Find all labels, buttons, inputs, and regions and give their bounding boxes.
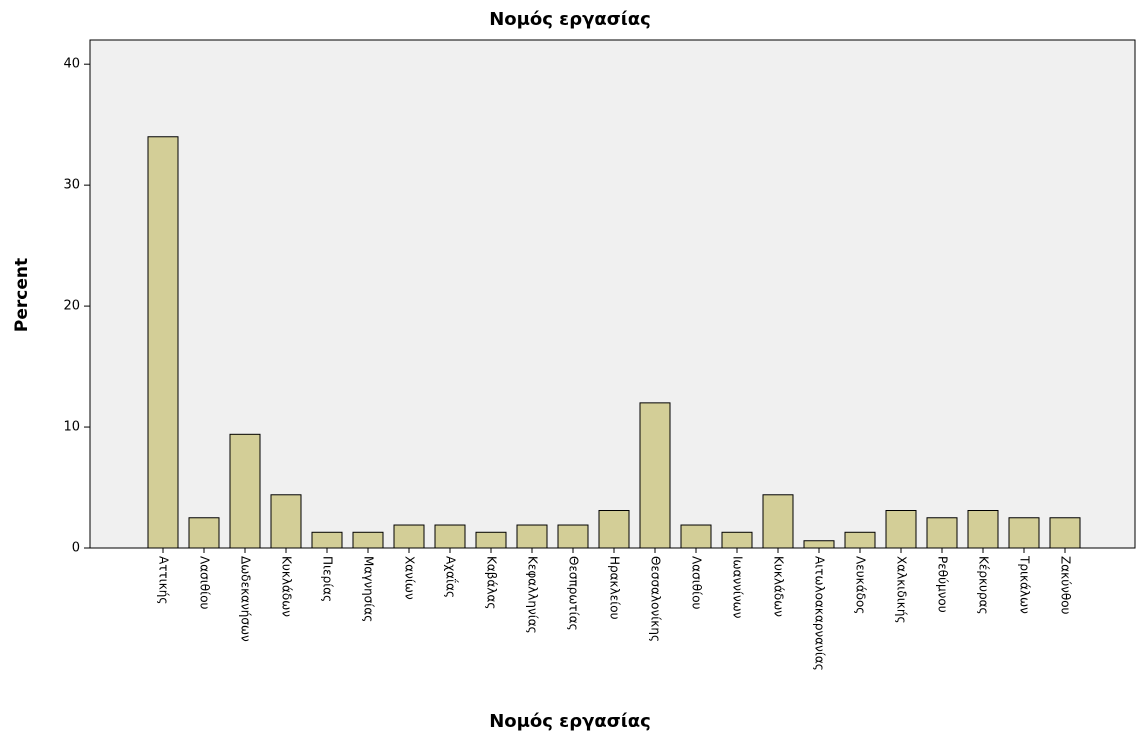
y-tick-label: 10	[63, 420, 80, 435]
bar	[762, 494, 794, 549]
bar	[516, 524, 548, 549]
x-tick-label: Αχαΐας	[444, 556, 459, 598]
bar	[270, 494, 302, 549]
y-tick-label: 40	[63, 57, 80, 72]
bar	[844, 531, 876, 549]
chart-title: Νομός εργασίας	[489, 9, 651, 30]
x-tick-label: Αττικής	[157, 556, 171, 604]
y-tick-label: 20	[63, 299, 80, 314]
x-tick-label: Δωδεκανήσων	[239, 556, 253, 642]
bar	[967, 510, 999, 549]
x-tick-label: Μαγνησίας	[362, 556, 376, 622]
x-tick-label: Πιερίας	[321, 556, 335, 602]
x-tick-label: Θεσσαλονίκης	[649, 556, 663, 642]
y-tick-label: 30	[63, 178, 80, 193]
bar	[311, 531, 343, 549]
bar	[926, 517, 958, 549]
x-tick-label: Θεσπρωτίας	[567, 556, 581, 631]
bar	[598, 510, 630, 549]
bar	[147, 136, 179, 549]
y-tick-label: 0	[72, 541, 80, 556]
x-tick-label: Λευκάδος	[854, 556, 868, 614]
bar	[229, 433, 261, 549]
x-tick-label: Κυκλάδων	[772, 556, 786, 617]
x-tick-label: Χανίων	[403, 556, 417, 600]
bar	[434, 524, 466, 549]
bar	[393, 524, 425, 549]
y-axis-title: Percent	[12, 258, 32, 332]
x-tick-label: Χαλκιδικής	[895, 556, 909, 624]
x-tick-label: Τρικάλων	[1018, 555, 1032, 614]
x-tick-label: Κέρκυρας	[977, 556, 991, 615]
x-tick-label: Κυκλάδων	[280, 556, 294, 617]
bar	[352, 531, 384, 549]
x-axis-title: Νομός εργασίας	[489, 711, 651, 732]
bar	[1008, 517, 1040, 549]
x-tick-label: Κεφαλληνίας	[526, 556, 540, 634]
x-tick-label: Ηρακλείου	[608, 556, 622, 620]
x-tick-label: Ιωαννίνων	[731, 556, 745, 619]
bar	[188, 517, 220, 549]
bar	[803, 540, 835, 549]
bar	[1049, 517, 1081, 549]
x-tick-label: Αιτωλοακαρνανίας	[813, 556, 827, 671]
plot-area	[89, 39, 1136, 549]
bar	[721, 531, 753, 549]
bar	[639, 402, 671, 549]
bar	[885, 510, 917, 549]
x-tick-label: Λασιθίου	[690, 556, 704, 610]
x-tick-label: Καβάλας	[485, 556, 499, 609]
x-tick-label: Ρεθύμνου	[936, 556, 950, 613]
bar	[475, 531, 507, 549]
x-tick-label: Λασιθίου	[198, 556, 212, 610]
bar	[680, 524, 712, 549]
x-tick-label: Ζακύνθου	[1059, 556, 1073, 615]
bar	[557, 524, 589, 549]
